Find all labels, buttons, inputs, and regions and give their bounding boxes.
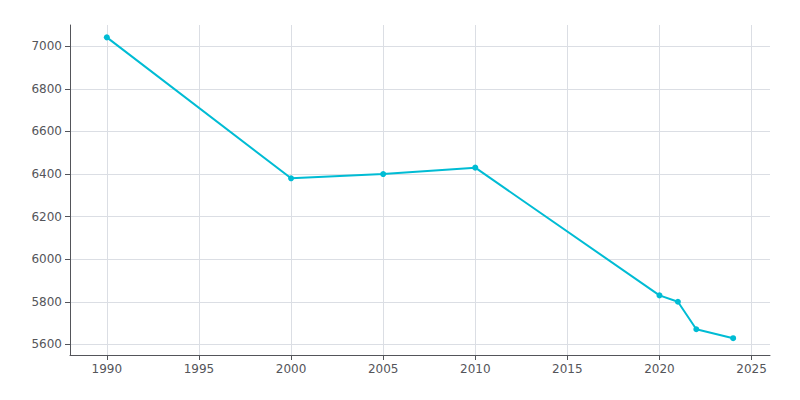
svg-text:7000: 7000 [31, 39, 62, 53]
svg-text:6200: 6200 [31, 210, 62, 224]
svg-text:6400: 6400 [31, 167, 62, 181]
svg-text:2005: 2005 [368, 362, 399, 376]
svg-text:1995: 1995 [184, 362, 215, 376]
svg-text:6600: 6600 [31, 124, 62, 138]
svg-text:2000: 2000 [276, 362, 307, 376]
svg-text:2020: 2020 [644, 362, 675, 376]
svg-text:6000: 6000 [31, 252, 62, 266]
svg-text:2025: 2025 [736, 362, 767, 376]
svg-text:6800: 6800 [31, 82, 62, 96]
svg-text:5800: 5800 [31, 295, 62, 309]
svg-text:2015: 2015 [552, 362, 583, 376]
svg-text:5600: 5600 [31, 337, 62, 351]
svg-text:1990: 1990 [92, 362, 123, 376]
svg-text:2010: 2010 [460, 362, 491, 376]
